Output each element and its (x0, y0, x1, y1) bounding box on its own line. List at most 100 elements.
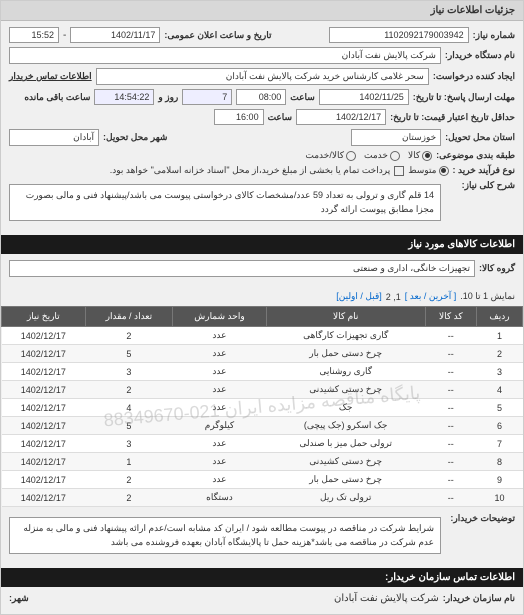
buyer-label: نام دستگاه خریدار: (445, 50, 515, 61)
table-cell: -- (425, 453, 476, 471)
items-header: اطلاعات کالاهای مورد نیاز (1, 235, 523, 254)
table-cell: عدد (173, 399, 267, 417)
table-cell: -- (425, 363, 476, 381)
radio-both[interactable]: کالا/خدمت (305, 150, 356, 161)
items-table: ردیفکد کالانام کالاواحد شمارشتعداد / مقد… (1, 306, 523, 507)
table-row[interactable]: 3--گاری روشناییعدد31402/12/17 (2, 363, 523, 381)
hour-label-1: ساعت (290, 92, 315, 103)
pager-last[interactable]: [ آخرین / بعد ] (405, 291, 456, 302)
table-cell: 8 (477, 453, 523, 471)
request-no-label: شماره نیاز: (473, 30, 515, 41)
announce-date: 1402/11/17 (70, 27, 160, 43)
table-cell: عدد (173, 363, 267, 381)
table-row[interactable]: 1--گاری تجهیزات کارگاهیعدد21402/12/17 (2, 327, 523, 345)
deadline-hour: 08:00 (236, 89, 286, 105)
table-cell: دستگاه (173, 489, 267, 507)
table-row[interactable]: 9--چرخ دستی حمل بارعدد21402/12/17 (2, 471, 523, 489)
table-cell: -- (425, 345, 476, 363)
table-header: تاریخ نیاز (2, 307, 86, 327)
table-cell: چرخ دستی کشیدنی (266, 453, 425, 471)
pager: نمایش 1 تا 10. [ آخرین / بعد ] 1, 2 [قبل… (1, 287, 523, 306)
org-name: شرکت پالایش نفت آبادان (334, 593, 439, 604)
table-cell: 2 (477, 345, 523, 363)
pager-first[interactable]: [قبل / اولین] (336, 291, 382, 302)
radio-service[interactable]: خدمت (364, 150, 400, 161)
table-cell: جک (266, 399, 425, 417)
table-header: ردیف (477, 307, 523, 327)
table-cell: -- (425, 435, 476, 453)
settlement-note: پرداخت تمام یا بخشی از مبلغ خرید،از محل … (110, 165, 390, 176)
table-row[interactable]: 2--چرخ دستی حمل بارعدد51402/12/17 (2, 345, 523, 363)
table-cell: 2 (85, 327, 173, 345)
buyer-field: شرکت پالایش نفت آبادان (9, 47, 441, 64)
footer-header: اطلاعات تماس سازمان خریدار: (1, 568, 523, 587)
table-row[interactable]: 4--چرخ دستی کشیدنیعدد21402/12/17 (2, 381, 523, 399)
table-row[interactable]: 7--ترولی حمل میز با صندلیعدد31402/12/17 (2, 435, 523, 453)
table-cell: -- (425, 417, 476, 435)
table-row[interactable]: 8--چرخ دستی کشیدنیعدد11402/12/17 (2, 453, 523, 471)
table-cell: عدد (173, 471, 267, 489)
requester-field: سحر غلامی کارشناس خرید شرکت پالایش نفت آ… (96, 68, 429, 85)
buytype-radio-group: متوسط (408, 165, 448, 176)
table-header: تعداد / مقدار (85, 307, 173, 327)
table-cell: -- (425, 381, 476, 399)
validity-label: حداقل تاریخ اعتبار قیمت: تا تاریخ: (390, 112, 515, 123)
org-name-label: نام سازمان خریدار: (443, 593, 515, 604)
table-cell: ترولی تک ریل (266, 489, 425, 507)
table-cell: 1402/12/17 (2, 435, 86, 453)
table-cell: 6 (477, 417, 523, 435)
requester-label: ایجاد کننده درخواست: (433, 71, 515, 82)
table-row[interactable]: 10--ترولی تک ریلدستگاه21402/12/17 (2, 489, 523, 507)
group-label: گروه کالا: (479, 263, 515, 274)
table-cell: 4 (477, 381, 523, 399)
pager-pages[interactable]: 1, 2 (386, 292, 401, 302)
deadline-label: مهلت ارسال پاسخ: تا تاریخ: (413, 92, 515, 103)
table-cell: چرخ دستی حمل بار (266, 345, 425, 363)
table-header: نام کالا (266, 307, 425, 327)
table-row[interactable]: 5--جکعدد41402/12/17 (2, 399, 523, 417)
table-cell: عدد (173, 345, 267, 363)
table-cell: 1 (477, 327, 523, 345)
table-cell: -- (425, 471, 476, 489)
table-cell: 10 (477, 489, 523, 507)
table-cell: 1402/12/17 (2, 489, 86, 507)
datetime-label: تاریخ و ساعت اعلان عمومی: (164, 30, 271, 41)
table-cell: 1402/12/17 (2, 381, 86, 399)
deadline-date: 1402/11/25 (319, 89, 409, 105)
table-cell: -- (425, 327, 476, 345)
radio-medium[interactable]: متوسط (408, 165, 448, 176)
package-label: طبقه بندی موضوعی: (436, 150, 515, 161)
table-cell: عدد (173, 381, 267, 399)
validity-hour: 16:00 (214, 109, 264, 125)
panel-title: جزئیات اطلاعات نیاز (1, 1, 523, 21)
category-radio-group: کالا خدمت کالا/خدمت (305, 150, 432, 161)
table-cell: 1402/12/17 (2, 417, 86, 435)
contact-label[interactable]: اطلاعات تماس خریدار (9, 71, 92, 82)
table-cell: گاری روشنایی (266, 363, 425, 381)
table-cell: ترولی حمل میز با صندلی (266, 435, 425, 453)
table-cell: عدد (173, 327, 267, 345)
request-no-field: 1102092179003942 (329, 27, 469, 43)
pager-showing: نمایش 1 تا 10. (460, 291, 515, 302)
table-cell: 5 (85, 345, 173, 363)
table-cell: عدد (173, 453, 267, 471)
table-cell: 9 (477, 471, 523, 489)
remain-days: 7 (182, 89, 232, 105)
province-field: خوزستان (351, 129, 441, 146)
table-cell: 1402/12/17 (2, 453, 86, 471)
table-cell: 1402/12/17 (2, 363, 86, 381)
validity-date: 1402/12/17 (296, 109, 386, 125)
table-cell: 1 (85, 453, 173, 471)
table-cell: کیلوگرم (173, 417, 267, 435)
radio-goods[interactable]: کالا (408, 150, 432, 161)
table-row[interactable]: 6--جک اسکرو (جک پیچی)کیلوگرم51402/12/17 (2, 417, 523, 435)
table-cell: 2 (85, 489, 173, 507)
buytype-label: نوع فرآیند خرید : (453, 165, 516, 176)
table-cell: چرخ دستی حمل بار (266, 471, 425, 489)
announce-time: 15:52 (9, 27, 59, 43)
settlement-checkbox[interactable] (394, 166, 404, 176)
table-cell: 1402/12/17 (2, 471, 86, 489)
table-cell: 3 (477, 363, 523, 381)
table-cell: -- (425, 489, 476, 507)
org-city-label: شهر: (9, 593, 29, 604)
